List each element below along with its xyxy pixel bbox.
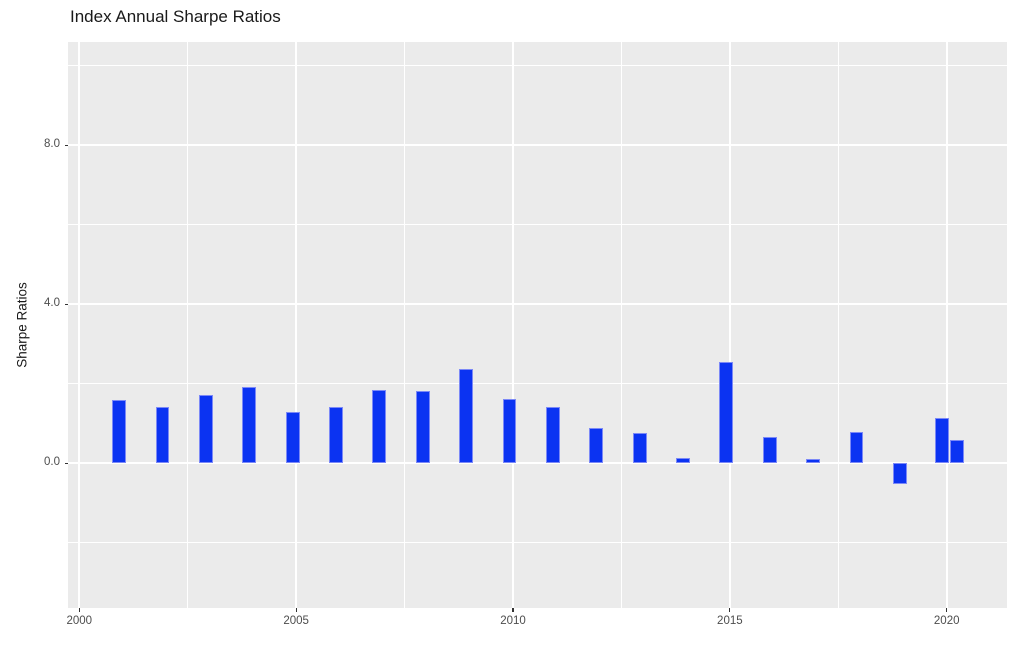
y-axis-tick (64, 462, 68, 464)
x-minor-gridline (187, 42, 189, 608)
y-minor-gridline (68, 224, 1007, 226)
x-axis-tick (946, 608, 948, 612)
bar-2018 (892, 463, 907, 484)
bar-2003 (242, 386, 257, 464)
bar-2020 (950, 439, 965, 464)
bar-2013 (676, 458, 690, 464)
bar-2000 (112, 400, 127, 464)
x-tick-label-2015: 2015 (717, 615, 743, 627)
x-major-gridline (78, 42, 81, 608)
bar-2007 (415, 390, 430, 464)
x-axis-tick (78, 608, 80, 612)
bar-2001 (155, 406, 170, 464)
bar-2010 (545, 406, 560, 464)
y-major-gridline (68, 303, 1007, 306)
x-axis-tick (512, 608, 514, 612)
x-axis-tick (295, 608, 297, 612)
y-axis-title: Sharpe Ratios (14, 282, 30, 368)
bar-2009 (502, 398, 517, 464)
y-major-gridline (68, 462, 1007, 465)
bar-2008 (459, 369, 474, 464)
y-minor-gridline (68, 383, 1007, 385)
x-minor-gridline (404, 42, 406, 608)
bar-2016 (806, 459, 821, 464)
y-axis-tick (64, 303, 68, 305)
bar-2004 (285, 411, 300, 464)
y-tick-label-0.0: 0.0 (44, 456, 60, 469)
x-major-gridline (511, 42, 514, 608)
x-tick-label-2020: 2020 (933, 615, 960, 627)
x-tick-label-2005: 2005 (283, 615, 309, 627)
x-minor-gridline (620, 42, 622, 608)
bar-2019 (935, 417, 949, 464)
y-minor-gridline (68, 65, 1007, 67)
y-tick-label-8.0: 8.0 (44, 138, 60, 151)
y-minor-gridline (68, 542, 1007, 544)
bar-2017 (849, 431, 864, 464)
y-tick-label-4.0: 4.0 (44, 297, 60, 310)
bar-2002 (198, 394, 213, 464)
x-minor-gridline (837, 42, 839, 608)
bar-2005 (329, 406, 343, 464)
x-major-gridline (728, 42, 731, 608)
y-axis-tick (64, 144, 68, 146)
plot-panel (68, 42, 1007, 608)
bar-2015 (762, 436, 777, 464)
bar-2012 (632, 432, 647, 464)
bar-2011 (589, 428, 604, 464)
x-tick-label-2010: 2010 (500, 615, 526, 627)
bar-2006 (372, 390, 387, 464)
x-tick-label-2000: 2000 (66, 615, 93, 627)
x-major-gridline (295, 42, 298, 608)
y-major-gridline (68, 144, 1007, 147)
chart-title: Index Annual Sharpe Ratios (70, 7, 281, 26)
x-axis-tick (729, 608, 731, 612)
x-major-gridline (945, 42, 948, 608)
bar-2014 (719, 361, 734, 464)
